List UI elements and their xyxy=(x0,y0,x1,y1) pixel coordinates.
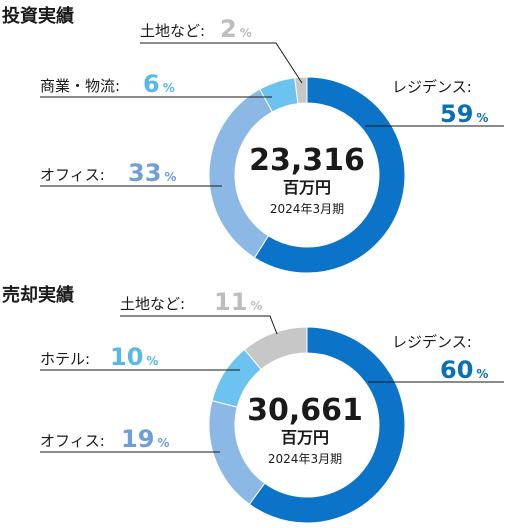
donut-slice-land xyxy=(243,326,308,371)
slice-label-residence: レジデンス: xyxy=(392,78,472,96)
leader-line-land xyxy=(120,315,278,335)
slice-percent-land: 2% xyxy=(220,15,252,43)
slice-percent-office: 19% xyxy=(121,425,169,453)
sales-center-note: 2024年3月期 xyxy=(268,452,342,466)
slice-label-office: オフィス: xyxy=(40,166,105,184)
slice-label-hotel: ホテル: xyxy=(40,350,90,368)
slice-label-office: オフィス: xyxy=(40,432,105,450)
sales-donut xyxy=(208,326,406,524)
slice-percent-land: 11% xyxy=(214,288,262,316)
donut-slice-residence xyxy=(248,326,406,524)
sales-center-value: 30,661 xyxy=(247,393,363,428)
leader-line-land xyxy=(140,42,303,84)
sales-center-unit: 百万円 xyxy=(281,428,329,447)
investment-chart-title: 投資実績 xyxy=(2,5,74,27)
sales-leader-lines xyxy=(40,315,504,453)
sales-chart-title: 売却実績 xyxy=(2,284,74,306)
slice-percent-office: 33% xyxy=(128,159,176,187)
investment-chart: 投資実績 レジデンス: 59% オフィス: 33% 商業・物流: 6% 土地など… xyxy=(2,5,504,274)
slice-label-land: 土地など: xyxy=(120,295,185,313)
slice-percent-commercial: 6% xyxy=(143,70,175,98)
slice-label-land: 土地など: xyxy=(140,22,205,40)
sales-chart: 売却実績 レジデンス: 60% オフィス: 19% ホテル: 10% 土地など:… xyxy=(2,284,504,524)
investment-leader-lines xyxy=(40,42,504,187)
slice-label-commercial: 商業・物流: xyxy=(40,77,120,95)
slice-percent-hotel: 10% xyxy=(110,343,158,371)
investment-center-value: 23,316 xyxy=(249,143,365,178)
slice-percent-residence: 59% xyxy=(440,100,488,128)
slice-percent-residence: 60% xyxy=(440,356,488,384)
investment-center-note: 2024年3月期 xyxy=(270,202,344,216)
slice-label-residence: レジデンス: xyxy=(392,333,472,351)
investment-center-unit: 百万円 xyxy=(283,178,331,197)
